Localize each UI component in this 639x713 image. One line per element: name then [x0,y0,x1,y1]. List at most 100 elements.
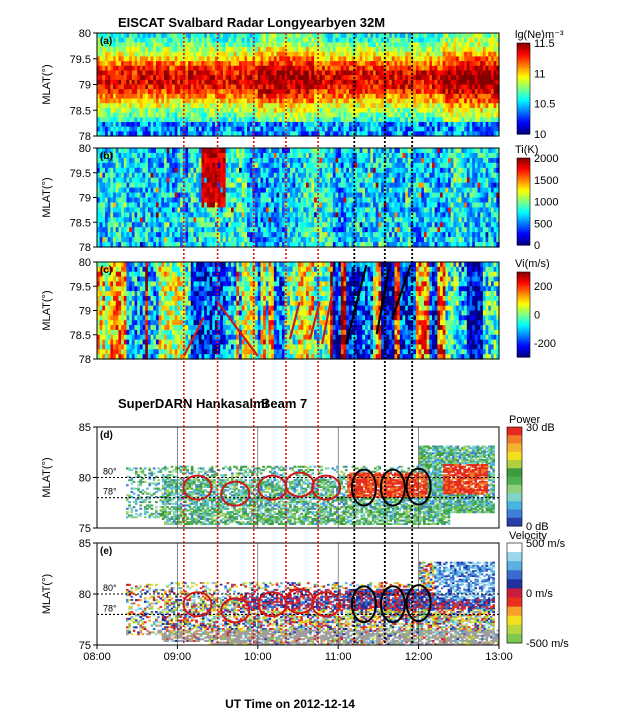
heatmap-cell [222,75,227,81]
heatmap-cell [423,70,428,76]
heatmap-cell [209,37,213,43]
heatmap-cell [453,89,457,95]
heatmap-cell [212,56,216,62]
heatmap-cell [289,107,294,114]
heatmap-cell [434,112,438,118]
heatmap-cell [276,79,280,86]
heatmap-cell [134,126,138,132]
heatmap-cell [461,51,465,58]
heatmap-cell [249,79,254,86]
heatmap-cell [177,107,181,114]
heatmap-cell [450,93,455,100]
heatmap-cell [405,98,409,104]
heatmap-cell [448,93,452,100]
heatmap-cell [276,89,280,95]
heatmap-cell [220,84,224,90]
heatmap-cell [340,117,345,123]
heatmap-cell [257,84,262,90]
heatmap-cell [145,75,149,81]
heatmap-cell [233,75,237,81]
heatmap-cell [150,47,154,53]
heatmap-cell [314,65,318,72]
heatmap-cell [448,37,452,43]
heatmap-cell [490,126,495,132]
heatmap-cell [121,232,125,238]
heatmap-cell [311,79,315,86]
heatmap-cell [303,89,307,95]
heatmap-cell [437,84,441,90]
heatmap-cell [413,103,417,109]
heatmap-cell [131,84,136,90]
heatmap-cell [440,70,444,76]
heatmap-cell [239,126,243,132]
heatmap-cell [488,112,492,118]
heatmap-cell [426,61,430,67]
heatmap-cell [134,56,138,62]
heatmap-cell [332,65,337,72]
heatmap-cell [273,33,278,39]
heatmap-cell [134,232,138,238]
heatmap-cell [365,121,369,128]
heatmap-cell [225,84,229,90]
heatmap-cell [391,107,396,114]
heatmap-cell [247,112,251,118]
heatmap-cell [244,107,248,114]
heatmap-cell [196,84,200,90]
heatmap-cell [340,33,345,39]
heatmap-cell [201,37,205,43]
heatmap-cell [289,47,294,53]
heatmap-cell [367,56,371,62]
heatmap-cell [485,75,489,81]
heatmap-cell [126,177,130,184]
heatmap-cell [432,117,436,123]
heatmap-cell [158,42,162,48]
heatmap-cell [362,121,366,128]
heatmap-cell [121,242,125,248]
heatmap-cell [426,33,430,39]
heatmap-cell [423,37,428,43]
heatmap-cell [464,93,468,100]
heatmap-cell [249,61,254,67]
heatmap-cell [348,126,353,132]
heatmap-cell [279,37,283,43]
heatmap-cell [332,79,337,86]
heatmap-cell [142,89,146,95]
heatmap-cell [164,33,168,39]
heatmap-cell [327,93,331,100]
heatmap-cell [131,51,136,58]
heatmap-cell [110,103,114,109]
heatmap-cell [319,37,323,43]
heatmap-cell [271,65,275,72]
heatmap-cell [107,61,111,67]
heatmap-cell [381,61,385,67]
heatmap-cell [335,47,339,53]
heatmap-cell [131,107,136,114]
heatmap-cell [340,121,345,128]
heatmap-cell [185,51,189,58]
heatmap-cell [389,131,393,137]
heatmap-cell [110,227,114,233]
heatmap-cell [241,56,245,62]
heatmap-cell [413,79,417,86]
heatmap-cell [110,70,114,76]
heatmap-cell [209,79,213,86]
heatmap-cell [97,182,101,189]
heatmap-cell [164,42,168,48]
heatmap-cell [292,112,296,118]
heatmap-cell [155,107,160,114]
heatmap-cell [415,47,420,53]
heatmap-cell [375,70,379,76]
heatmap-cell [134,157,138,164]
heatmap-cell [453,75,457,81]
heatmap-cell [399,112,404,118]
heatmap-cell [239,33,243,39]
heatmap-cell [311,107,315,114]
heatmap-cell [174,75,178,81]
heatmap-cell [123,172,128,179]
heatmap-cell [113,237,117,243]
heatmap-cell [348,121,353,128]
heatmap-cell [405,75,409,81]
heatmap-cell [442,117,446,123]
heatmap-cell [97,117,101,123]
heatmap-cell [423,126,428,132]
